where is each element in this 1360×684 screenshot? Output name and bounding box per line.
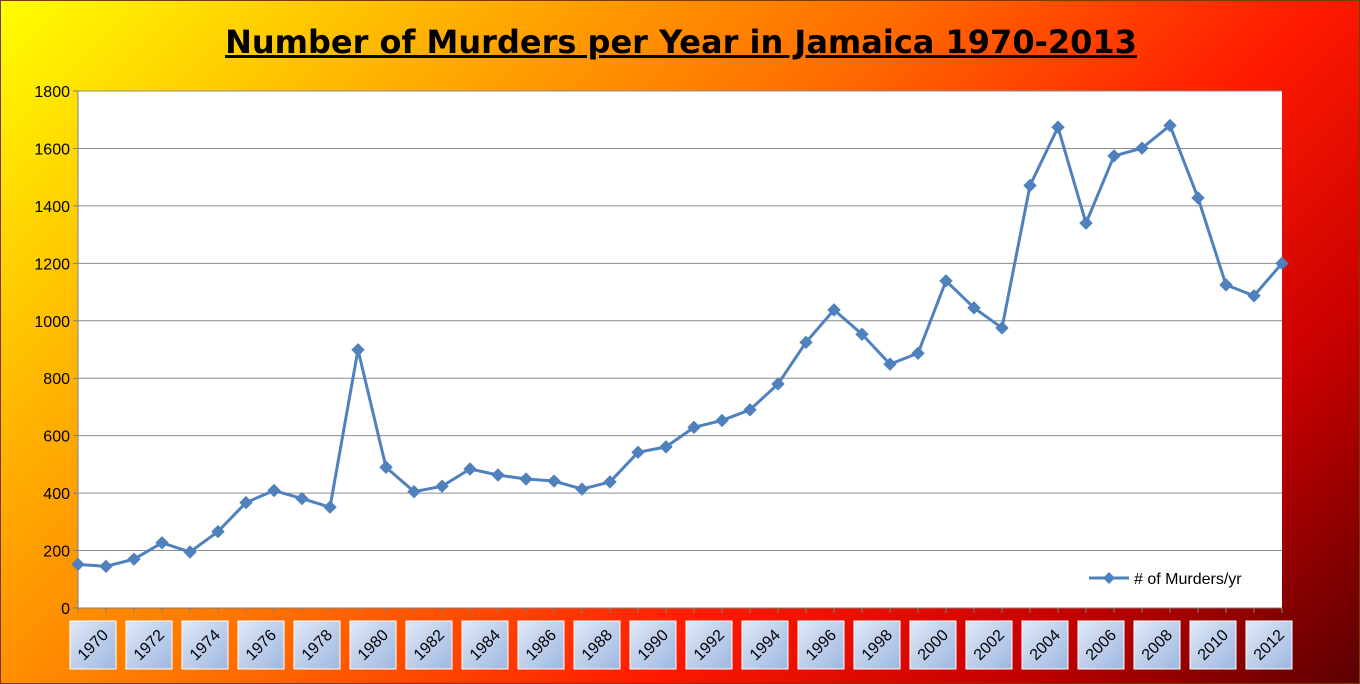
data-point	[435, 479, 449, 493]
y-tick-label: 600	[43, 429, 70, 446]
x-tick-box	[1021, 620, 1069, 670]
x-tick-box	[461, 620, 509, 670]
chart-title: Number of Murders per Year in Jamaica 19…	[225, 23, 1137, 61]
x-tick-box	[1133, 620, 1181, 670]
data-point	[407, 484, 421, 499]
data-point	[1191, 191, 1205, 205]
data-point	[687, 420, 701, 435]
x-tick-box	[349, 620, 397, 670]
data-point	[351, 343, 365, 357]
y-tick-label: 200	[43, 544, 70, 561]
plot-area	[78, 91, 1282, 608]
data-point	[323, 500, 337, 514]
data-point	[939, 274, 953, 288]
x-tick-box	[517, 620, 565, 670]
data-point	[295, 491, 309, 506]
x-tick-box	[1245, 620, 1293, 670]
x-tick-box	[69, 620, 117, 670]
data-point	[519, 472, 533, 486]
y-tick-label: 1000	[34, 314, 70, 331]
data-point	[71, 557, 85, 572]
x-tick-box	[965, 620, 1013, 670]
legend-marker	[1103, 572, 1115, 584]
x-tick-box	[1189, 620, 1237, 670]
y-tick-label: 1200	[34, 256, 70, 273]
data-point	[575, 482, 589, 496]
data-point	[1107, 149, 1121, 163]
x-tick-box	[125, 620, 173, 670]
data-point	[883, 357, 897, 371]
data-point	[603, 475, 617, 489]
legend-label: # of Murders/yr	[1134, 571, 1242, 588]
data-point	[379, 460, 393, 474]
y-tick-label: 1800	[34, 84, 70, 101]
data-point	[211, 524, 225, 539]
x-tick-box	[181, 620, 229, 670]
y-tick-label: 1600	[34, 141, 70, 158]
data-point	[463, 462, 477, 476]
x-tick-box	[573, 620, 621, 670]
data-point	[743, 403, 757, 417]
data-point	[827, 303, 841, 317]
x-tick-box	[1077, 620, 1125, 670]
data-point	[967, 301, 981, 315]
x-tick-box	[853, 620, 901, 670]
data-point	[1135, 141, 1149, 155]
data-point	[99, 559, 113, 574]
data-point	[1275, 256, 1289, 271]
data-point	[127, 552, 141, 566]
data-point	[267, 483, 281, 498]
x-tick-box	[909, 620, 957, 670]
data-point	[631, 445, 645, 460]
x-tick-box	[293, 620, 341, 670]
data-point	[799, 335, 813, 350]
data-point	[1023, 178, 1037, 193]
data-point	[911, 346, 925, 360]
data-point	[155, 536, 169, 550]
data-point	[1219, 278, 1233, 292]
x-tick-box	[629, 620, 677, 670]
y-tick-label: 400	[43, 486, 70, 503]
y-tick-label: 0	[61, 601, 70, 618]
data-point	[183, 545, 197, 559]
data-point	[1051, 120, 1065, 134]
x-tick-box	[237, 620, 285, 670]
x-tick-box	[741, 620, 789, 670]
data-point	[1163, 118, 1177, 133]
x-tick-box	[797, 620, 845, 670]
data-point	[659, 440, 673, 454]
data-point	[491, 468, 505, 482]
data-point	[239, 495, 253, 510]
data-point	[995, 321, 1009, 335]
y-tick-label: 1400	[34, 199, 70, 216]
data-point	[1247, 289, 1261, 303]
x-tick-box	[685, 620, 733, 670]
data-point	[771, 377, 785, 391]
x-tick-box	[405, 620, 453, 670]
data-point	[1079, 216, 1093, 230]
data-point	[547, 474, 561, 488]
data-point	[855, 327, 869, 341]
y-tick-label: 800	[43, 371, 70, 388]
data-point	[715, 413, 729, 428]
